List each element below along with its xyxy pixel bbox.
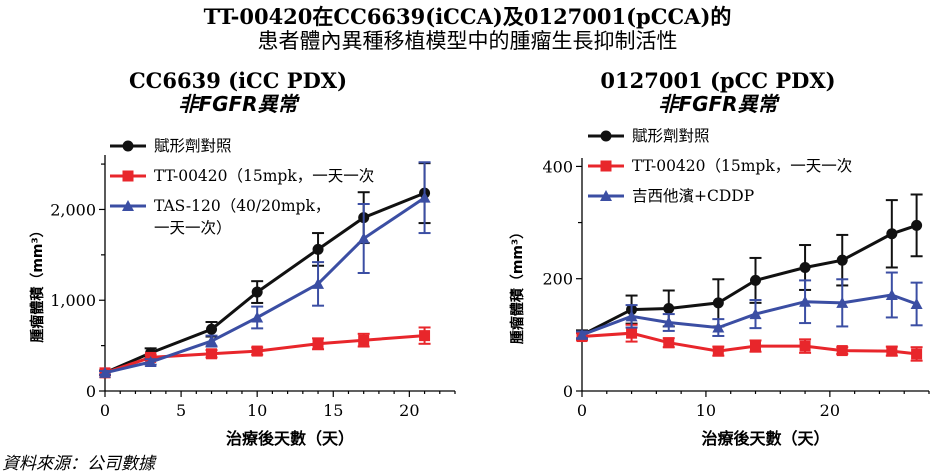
y-axis-label: 腫瘤體積（mm³） bbox=[509, 225, 526, 344]
data-point bbox=[206, 348, 218, 360]
data-point bbox=[206, 323, 218, 335]
x-tick-label: 0 bbox=[577, 401, 587, 420]
data-point bbox=[312, 277, 325, 289]
data-point bbox=[911, 348, 923, 360]
legend-label: TAS-120（40/20mpk，一天一次） bbox=[154, 197, 330, 237]
legend-label: 賦形劑對照 bbox=[632, 127, 710, 145]
y-tick-label: 0 bbox=[86, 382, 96, 401]
chart-subtitle: 非FGFR異常 bbox=[178, 92, 300, 116]
data-point bbox=[799, 340, 811, 352]
x-axis-label: 治療後天數（天） bbox=[701, 429, 829, 448]
series-3 bbox=[99, 161, 431, 378]
data-point bbox=[750, 340, 761, 352]
data-point bbox=[625, 310, 638, 322]
data-point bbox=[799, 295, 812, 307]
chart-title-line2: 患者體內異種移植模型中的腫瘤生長抑制活性 bbox=[257, 29, 678, 53]
data-point bbox=[836, 296, 849, 308]
chart-title: CC6639 (iCC PDX) bbox=[129, 68, 347, 93]
data-point bbox=[911, 219, 923, 231]
series-2 bbox=[576, 323, 923, 362]
data-point bbox=[750, 274, 761, 286]
chart-subtitle: 非FGFR異常 bbox=[658, 92, 780, 116]
y-tick-label: 400 bbox=[542, 157, 573, 176]
legend-label: TT-00420（15mpk，一天一次 bbox=[154, 167, 374, 185]
legend-label: 吉西他濱+CDDP bbox=[632, 187, 754, 205]
y-tick-label: 200 bbox=[542, 270, 573, 289]
data-point bbox=[99, 366, 111, 378]
data-point bbox=[626, 327, 638, 339]
x-tick-label: 20 bbox=[399, 401, 419, 420]
x-tick-label: 15 bbox=[323, 401, 343, 420]
legend-marker bbox=[122, 200, 134, 211]
data-point bbox=[712, 345, 724, 357]
legend-marker bbox=[600, 130, 612, 142]
data-point bbox=[663, 302, 675, 314]
data-point bbox=[799, 261, 811, 273]
data-point bbox=[312, 338, 324, 350]
data-point bbox=[663, 337, 675, 349]
data-point bbox=[205, 335, 218, 347]
data-point bbox=[885, 288, 898, 300]
data-point bbox=[312, 243, 324, 255]
data-point bbox=[836, 345, 848, 357]
legend-label: 賦形劑對照 bbox=[154, 137, 232, 155]
data-point bbox=[712, 321, 725, 333]
series-1 bbox=[99, 162, 431, 379]
data-point bbox=[419, 330, 431, 342]
data-point bbox=[251, 345, 263, 357]
data-point bbox=[749, 308, 762, 320]
source-note: 資料來源：公司數據 bbox=[2, 454, 155, 474]
x-tick-label: 5 bbox=[176, 401, 186, 420]
data-point bbox=[418, 191, 431, 203]
data-point bbox=[836, 254, 848, 266]
data-point bbox=[144, 355, 157, 367]
series-3 bbox=[576, 271, 923, 340]
chart-title-line1: TT-00420在CC6639(iCCA)及0127001(pCCA)的 bbox=[203, 4, 732, 29]
x-tick-label: 10 bbox=[247, 401, 267, 420]
legend-label: TT-00420（15mpk，一天一次 bbox=[632, 157, 852, 175]
data-point bbox=[358, 334, 370, 346]
x-tick-label: 10 bbox=[696, 401, 716, 420]
data-point bbox=[357, 232, 370, 244]
data-point bbox=[712, 297, 724, 309]
y-tick-label: 1,000 bbox=[50, 291, 96, 310]
legend-marker bbox=[122, 140, 134, 152]
legend-marker bbox=[600, 160, 612, 172]
x-tick-label: 20 bbox=[820, 401, 840, 420]
x-axis-label: 治療後天數（天） bbox=[226, 429, 354, 448]
data-point bbox=[886, 228, 898, 240]
y-tick-label: 2,000 bbox=[50, 200, 96, 219]
y-axis-label: 腫瘤體積（mm³） bbox=[29, 223, 46, 342]
data-point bbox=[576, 328, 588, 340]
x-tick-label: 0 bbox=[100, 401, 110, 420]
data-point bbox=[251, 311, 264, 323]
y-tick-label: 0 bbox=[563, 382, 573, 401]
data-point bbox=[662, 316, 675, 328]
data-point bbox=[910, 297, 923, 309]
series-line bbox=[104, 191, 426, 375]
legend-marker bbox=[600, 190, 612, 201]
series-2 bbox=[99, 326, 431, 379]
legend-marker bbox=[122, 170, 134, 182]
data-point bbox=[251, 286, 263, 298]
data-point bbox=[886, 345, 898, 357]
chart-title: 0127001 (pCC PDX) bbox=[600, 68, 835, 93]
